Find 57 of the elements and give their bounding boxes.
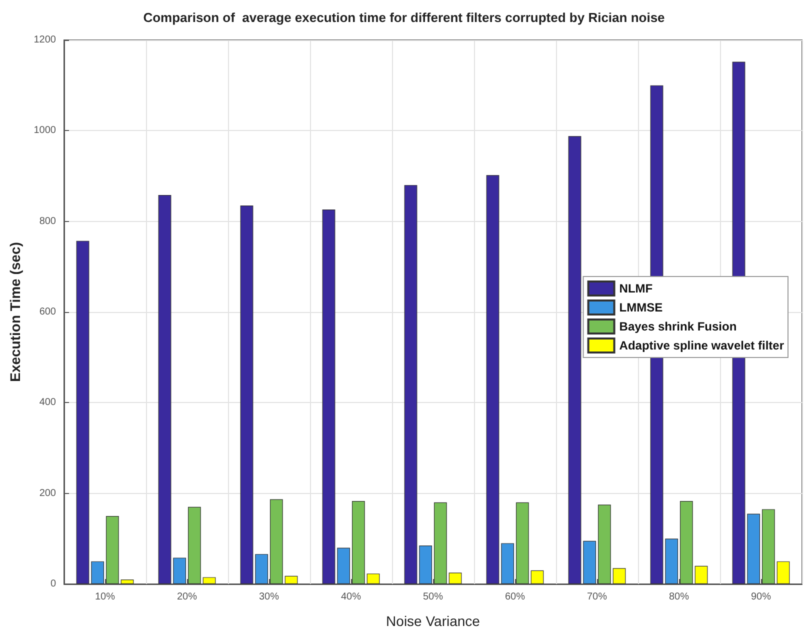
x-tick-label: 60% [504,592,526,602]
bar [530,570,544,584]
bar [419,545,432,584]
x-tick-label: 80% [668,592,690,602]
bar [270,499,283,584]
bar [694,566,708,584]
bar [366,574,380,584]
bar [91,561,104,584]
bar [762,509,775,584]
bar [486,175,500,584]
bar [188,506,201,584]
bar [583,540,596,584]
y-tick-label: 400 [39,397,56,408]
bar [747,514,760,584]
bar [158,195,172,584]
x-tick-label: 20% [176,592,198,602]
y-tick-label: 0 [50,578,56,590]
bar [255,554,268,584]
bar [776,561,790,584]
bar [612,568,626,584]
y-tick-label: 200 [39,488,56,499]
bar [173,558,186,584]
x-tick-label: 40% [340,592,362,602]
y-tick-label: 800 [39,216,56,227]
y-tick-label: 600 [39,306,56,318]
bar [120,579,134,584]
x-tick-label: 50% [422,592,444,602]
bar [284,576,298,584]
bar [240,205,254,584]
y-tick-label: 1000 [34,125,56,136]
bar [501,543,514,584]
chart-title: Comparison of average execution time for different filters corrupted by Rician noise [143,10,665,25]
legend-label: Adaptive spline wavelet filter [619,338,784,352]
y-tick-label: 1200 [34,34,56,46]
legend-label: NLMF [619,282,653,296]
bar [665,538,678,584]
bar [106,516,119,584]
bar [322,210,336,584]
x-tick-label: 90% [750,592,772,602]
bar [337,548,350,584]
bar [680,501,693,584]
x-tick-label: 30% [258,592,280,602]
bar [202,577,216,584]
bar [598,504,611,584]
bar [352,501,365,584]
legend-label: Bayes shrink Fusion [619,320,737,334]
bar [76,240,90,584]
x-tick-label: 10% [94,592,116,602]
x-axis-title: Noise Variance [386,613,480,629]
legend-label: LMMSE [619,300,663,314]
x-tick-label: 70% [586,592,608,602]
bar [516,502,529,584]
bar [448,572,462,584]
bar [568,136,582,584]
bar [434,502,447,584]
y-axis-title: Execution Time (sec) [7,242,23,382]
bar [404,185,418,584]
